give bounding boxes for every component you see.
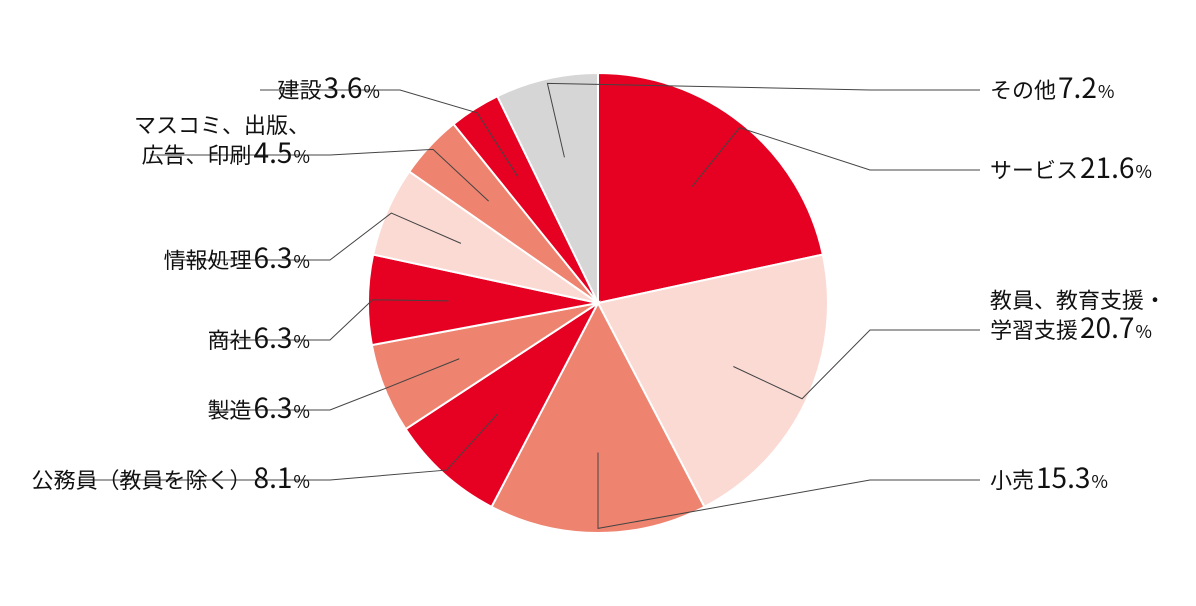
slice-label-line: 小売15.3%: [990, 457, 1108, 497]
pie-chart: サービス21.6% 教員、教育支援・学習支援20.7% 小売15.3% 公務員（教員を…: [0, 0, 1196, 606]
slice-label: 小売15.3%: [990, 457, 1108, 497]
slice-label-line: 情報処理6.3%: [164, 237, 310, 277]
slice-label-line: 広告、印刷4.5%: [142, 132, 310, 172]
slice-label-line: 公務員（教員を除く）8.1%: [32, 457, 310, 497]
slice-label: マスコミ、出版、広告、印刷4.5%: [134, 108, 310, 172]
slice-label: その他7.2%: [990, 67, 1114, 107]
slice-label: 公務員（教員を除く）8.1%: [32, 457, 310, 497]
slice-label-line: 教員、教育支援・: [990, 283, 1166, 315]
slice-label-line: その他7.2%: [990, 67, 1114, 107]
slice-label-line: 学習支援20.7%: [990, 307, 1152, 347]
slice-label: サービス21.6%: [990, 147, 1152, 187]
slice-label: 情報処理6.3%: [164, 237, 310, 277]
slice-label-line: サービス21.6%: [990, 147, 1152, 187]
